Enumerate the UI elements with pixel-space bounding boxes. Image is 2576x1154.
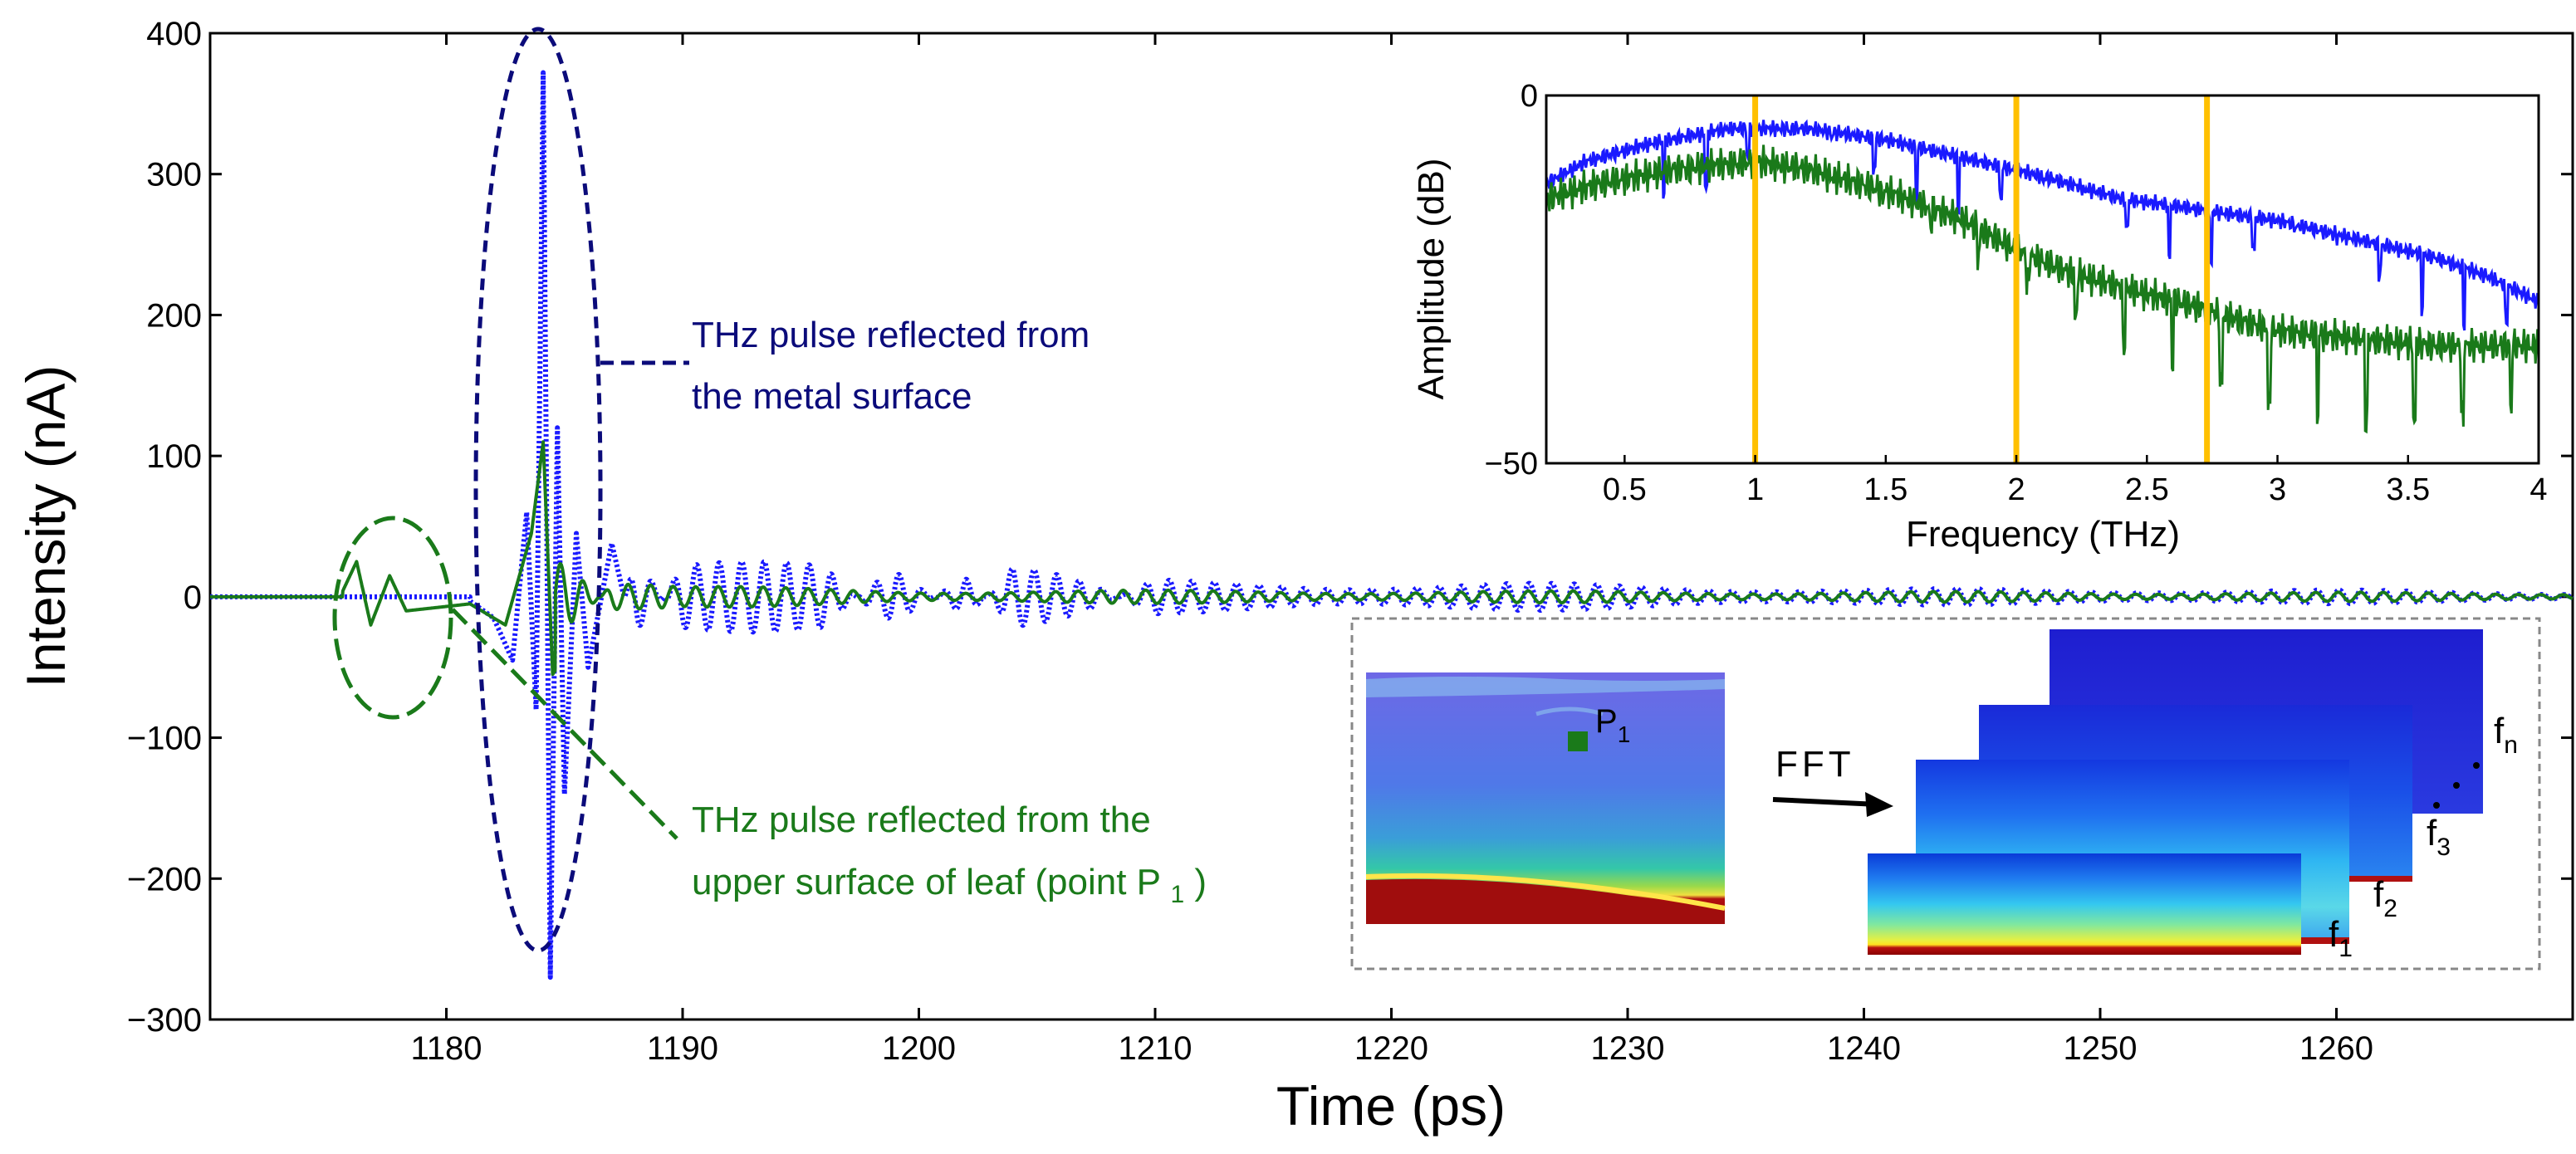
leaf-annotation-close: ): [1194, 862, 1207, 902]
inset-markers: [1752, 95, 2211, 463]
inset-x-axis-label: Frequency (THz): [1906, 514, 2180, 555]
inset-background: [1546, 95, 2539, 463]
point-p1-label: P1: [1595, 703, 1630, 747]
point-p1-base: P: [1595, 703, 1618, 740]
inset-x-tick-label: 3.5: [2386, 472, 2430, 507]
main-y-tick-label: −100: [127, 721, 202, 757]
freq-label-1: f1: [2329, 914, 2353, 962]
main-series-2-line: [208, 440, 2574, 677]
main-y-tick-label: 400: [146, 16, 202, 52]
leaf-annotation-line-1: THz pulse reflected from the: [692, 799, 1151, 840]
fft-arrow-head: [1865, 792, 1893, 817]
main-y-ticks: −300 −200 −100 0 100 200 300 400: [127, 16, 2573, 1039]
leaf-pulse-ellipse: [332, 516, 453, 720]
inset-x-tick-label: 1: [1746, 472, 1764, 507]
main-y-tick-label: −300: [127, 1002, 202, 1039]
metal-annotation-line-2: the metal surface: [692, 376, 972, 417]
inset-series-2-line: [1545, 144, 2539, 434]
main-series: [208, 70, 2575, 980]
leaf-annotation: THz pulse reflected from the upper surfa…: [692, 799, 1207, 911]
main-x-tick-label: 1190: [647, 1030, 718, 1067]
inset-x-tick-label: 1.5: [1863, 472, 1908, 507]
fft-label: FFT: [1775, 744, 1855, 785]
main-x-tick-label: 1260: [2299, 1030, 2373, 1067]
ellipsis-dot-2: [2453, 782, 2460, 789]
frequency-slice-1: [1868, 853, 2301, 955]
inset-x-tick-label: 0.5: [1603, 472, 1647, 507]
point-p1-sub: 1: [1618, 721, 1631, 747]
freq-label-2-sub: 2: [2383, 895, 2397, 922]
main-x-tick-label: 1200: [882, 1030, 956, 1067]
freq-label-3: f3: [2427, 813, 2451, 861]
main-x-tick-label: 1180: [410, 1030, 482, 1067]
main-x-tick-label: 1210: [1119, 1030, 1193, 1067]
freq-label-n: fn: [2494, 711, 2518, 759]
main-y-tick-label: 100: [146, 438, 202, 475]
main-y-axis-label: Intensity (nA): [15, 365, 76, 688]
inset-y-ticks: −50 0: [1485, 79, 1555, 482]
point-p1-marker: [1568, 731, 1588, 751]
main-y-tick-label: −200: [127, 861, 202, 897]
freq-label-2-base: f: [2373, 874, 2384, 915]
freq-label-3-sub: 3: [2436, 834, 2451, 861]
inset-x-tick-label: 2.5: [2125, 472, 2169, 507]
frequency-slices: [1868, 629, 2483, 955]
main-x-ticks: 1180 1190 1200 1210 1220 1230 1240 1250 1260: [410, 33, 2373, 1067]
inset-y-tick-label: −50: [1485, 447, 1538, 482]
metal-annotation: THz pulse reflected from the metal surfa…: [692, 315, 1100, 417]
inset-x-tick-label: 2: [2007, 472, 2025, 507]
inset-x-tick-label: 3: [2269, 472, 2286, 507]
freq-label-1-base: f: [2329, 914, 2339, 955]
freq-label-2: f2: [2373, 874, 2397, 922]
main-chart: 1180 1190 1200 1210 1220 1230 1240 1250 1260 −30…: [15, 16, 2575, 1137]
main-y-tick-label: 200: [146, 297, 202, 334]
main-x-axis-label: Time (ps): [1276, 1075, 1506, 1137]
inset-x-ticks: 0.5 1 1.5 2 2.5 3 3.5 4: [1603, 455, 2548, 507]
thz-image-curve-band: [1366, 878, 1725, 924]
thz-image-top-band: [1366, 677, 1725, 697]
leaf-pulse-leader: [451, 608, 678, 840]
main-y-tick-label: 0: [184, 579, 202, 616]
inset-chart: 0.5 1 1.5 2 2.5 3 3.5 4 −50 0 Frequency (THz) Am…: [1411, 79, 2548, 555]
main-y-tick-label: 300: [146, 157, 202, 193]
freq-label-3-base: f: [2427, 813, 2437, 853]
inset-y-tick-label: 0: [1521, 79, 1538, 114]
inset-x-tick-label: 4: [2529, 472, 2547, 507]
inset-series: [1545, 119, 2539, 434]
main-x-tick-label: 1240: [1827, 1030, 1901, 1067]
thz-image-feature: [1535, 707, 1604, 716]
freq-label-1-sub: 1: [2338, 935, 2353, 962]
inset-plot-frame: [1545, 94, 2540, 465]
metal-annotation-line-1: THz pulse reflected from: [692, 315, 1090, 355]
ellipsis-dot-3: [2473, 762, 2480, 769]
main-x-tick-label: 1250: [2064, 1030, 2138, 1067]
main-x-tick-label: 1220: [1354, 1030, 1428, 1067]
main-x-tick-label: 1230: [1591, 1030, 1665, 1067]
leaf-annotation-line-2: upper surface of leaf (point P: [692, 862, 1160, 902]
fft-flow-inset: P1 FFT f1 f2 f3 fn: [1350, 617, 2541, 971]
frequency-labels: f1 f2 f3 fn: [2329, 711, 2518, 962]
freq-label-n-base: f: [2494, 711, 2505, 751]
metal-pulse-ellipse: [473, 27, 603, 953]
thz-image: P1: [1365, 672, 1726, 924]
thz-image-curve-edge: [1365, 873, 1726, 911]
ellipsis-dot-1: [2433, 802, 2440, 809]
inset-series-1-line: [1545, 119, 2539, 331]
leaf-annotation-subscript: 1: [1170, 881, 1184, 908]
fft-arrow-shaft: [1772, 797, 1879, 807]
inset-y-axis-label: Amplitude (dB): [1411, 158, 1452, 399]
freq-label-n-sub: n: [2504, 731, 2518, 759]
